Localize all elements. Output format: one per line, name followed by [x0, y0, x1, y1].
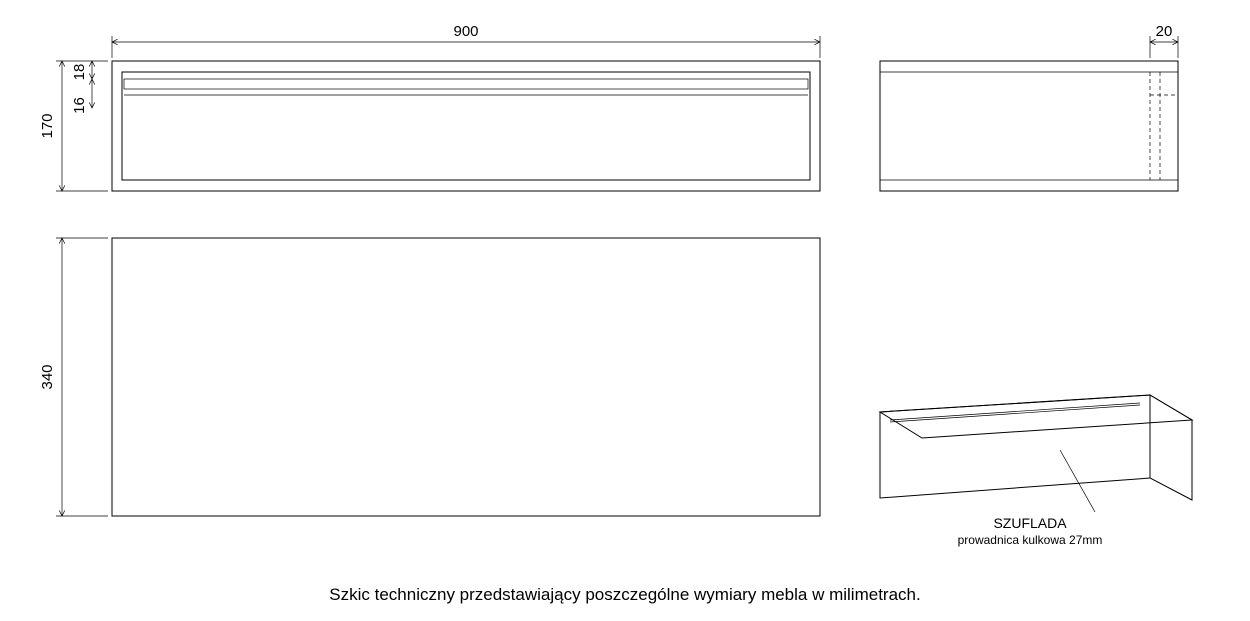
- dim-16: 16: [71, 79, 92, 114]
- dim-label-340: 340: [39, 364, 56, 389]
- dim-overhang-20: 20: [1150, 23, 1178, 58]
- dim-label-18: 18: [71, 64, 88, 81]
- front-view: [112, 61, 820, 191]
- top-outer-rect: [112, 238, 820, 516]
- dim-depth-340: 340: [39, 238, 108, 516]
- side-outer-rect: [880, 61, 1178, 191]
- front-outer-rect: [112, 61, 820, 191]
- front-inner-rect: [122, 72, 810, 180]
- dim-label-170: 170: [39, 113, 56, 138]
- dim-18: 18: [71, 61, 92, 80]
- iso-view: SZUFLADA prowadnica kulkowa 27mm: [880, 395, 1192, 547]
- dim-width-900: 900: [112, 23, 820, 58]
- dim-label-16: 16: [71, 97, 88, 114]
- side-view: [880, 61, 1178, 191]
- drawer-label-subtitle: prowadnica kulkowa 27mm: [958, 533, 1103, 547]
- top-view: [112, 238, 820, 516]
- caption-text: Szkic techniczny przedstawiający poszcze…: [329, 585, 920, 604]
- dim-label-width: 900: [453, 23, 478, 40]
- dim-label-20: 20: [1156, 23, 1173, 40]
- drawer-label-title: SZUFLADA: [993, 515, 1067, 531]
- front-drawer-top: [124, 79, 808, 89]
- technical-sketch: 900 170 18 16 340 20: [0, 0, 1250, 621]
